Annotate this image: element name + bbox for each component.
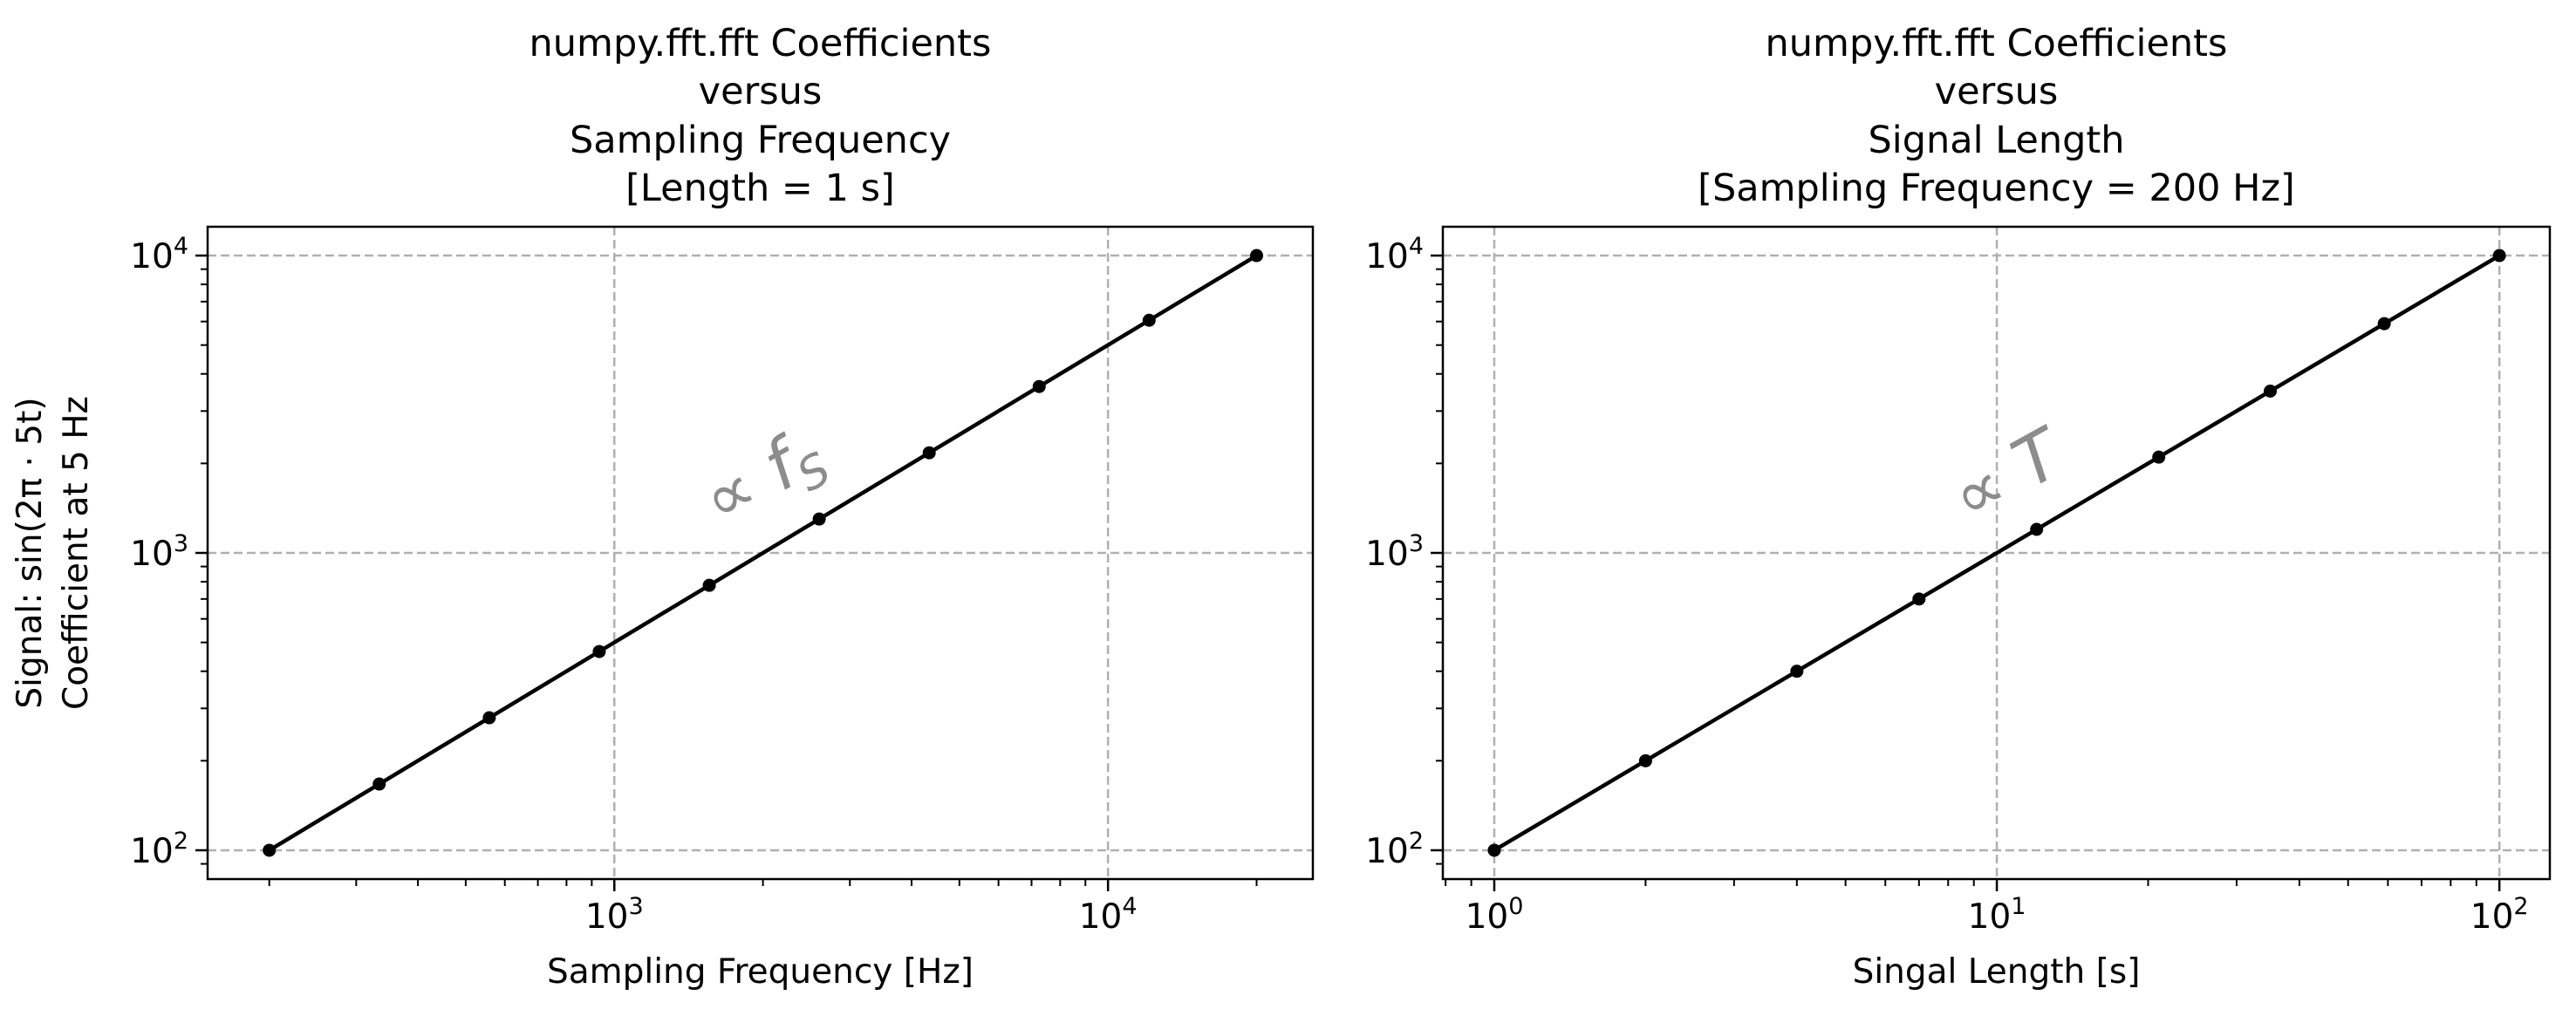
x-tick-label-base: 10 bbox=[1466, 897, 1509, 937]
y-tick-label-base: 10 bbox=[1365, 535, 1409, 574]
y-tick-label: 104 bbox=[130, 233, 188, 276]
y-tick-label-base: 10 bbox=[130, 237, 174, 276]
y-tick-label-base: 10 bbox=[130, 535, 174, 574]
data-point bbox=[1487, 843, 1501, 857]
y-axis-label-line: Signal: sin(2π · 5t) bbox=[10, 397, 50, 708]
y-tick-label: 102 bbox=[1365, 828, 1424, 871]
y-tick-label-base: 10 bbox=[1365, 237, 1409, 276]
y-tick-label-exponent: 4 bbox=[174, 233, 188, 260]
y-tick-label-exponent: 3 bbox=[1409, 530, 1424, 557]
y-tick-label-exponent: 4 bbox=[1409, 233, 1424, 260]
data-point bbox=[1912, 592, 1926, 606]
y-tick-label-base: 10 bbox=[1365, 832, 1409, 871]
chart-title-line: numpy.fft.fft Coefficients bbox=[530, 22, 992, 65]
x-tick-label: 102 bbox=[2470, 893, 2529, 937]
x-tick-label-exponent: 3 bbox=[628, 893, 643, 920]
x-tick-label: 100 bbox=[1466, 893, 1524, 937]
data-point bbox=[372, 777, 386, 791]
y-tick-label-exponent: 3 bbox=[174, 530, 188, 557]
data-point bbox=[2264, 384, 2278, 398]
axes-frame bbox=[206, 225, 1315, 881]
y-tick-label-base: 10 bbox=[130, 832, 174, 871]
x-tick-label: 103 bbox=[585, 893, 644, 937]
x-tick-label-base: 10 bbox=[2470, 897, 2514, 937]
chart-title-line: [Sampling Frequency = 200 Hz] bbox=[1698, 167, 2295, 210]
x-tick-label-exponent: 0 bbox=[1508, 893, 1523, 920]
chart-title-line: versus bbox=[699, 70, 823, 113]
chart-title-line: numpy.fft.fft Coefficients bbox=[1766, 22, 2228, 65]
data-point bbox=[2152, 450, 2166, 464]
data-point bbox=[1790, 665, 1804, 678]
x-tick-label-exponent: 1 bbox=[2011, 893, 2026, 920]
y-tick-label: 103 bbox=[1365, 530, 1424, 574]
data-point bbox=[1032, 379, 1046, 393]
data-point bbox=[482, 711, 496, 725]
data-point bbox=[1638, 753, 1652, 767]
x-tick-label-exponent: 4 bbox=[1122, 893, 1137, 920]
y-tick-label: 103 bbox=[130, 530, 188, 574]
x-tick-label-exponent: 2 bbox=[2513, 893, 2528, 920]
x-tick-label: 101 bbox=[1968, 893, 2026, 937]
axes-frame bbox=[1441, 225, 2552, 881]
x-tick-label-base: 10 bbox=[585, 897, 629, 937]
data-point bbox=[922, 446, 936, 460]
x-tick-label-base: 10 bbox=[1968, 897, 2012, 937]
y-tick-label-exponent: 2 bbox=[174, 828, 188, 855]
chart-title-line: Sampling Frequency bbox=[570, 119, 951, 162]
data-point bbox=[702, 578, 716, 592]
data-point bbox=[592, 644, 606, 658]
x-tick-label: 104 bbox=[1079, 893, 1138, 937]
chart-title-line: [Length = 1 s] bbox=[625, 167, 895, 210]
data-point bbox=[1142, 313, 1156, 327]
x-tick-label-base: 10 bbox=[1079, 897, 1123, 937]
data-point bbox=[1250, 249, 1264, 263]
x-axis-label: Sampling Frequency [Hz] bbox=[547, 952, 974, 992]
data-point bbox=[2030, 522, 2044, 536]
y-tick-label-exponent: 2 bbox=[1409, 828, 1424, 855]
data-point bbox=[2377, 317, 2391, 331]
y-axis-label-line: Coefficient at 5 Hz bbox=[57, 396, 96, 710]
data-point bbox=[812, 512, 826, 526]
data-point bbox=[2492, 249, 2506, 263]
y-tick-label: 102 bbox=[130, 828, 188, 871]
y-tick-label: 104 bbox=[1365, 233, 1424, 276]
x-axis-label: Singal Length [s] bbox=[1853, 952, 2141, 992]
chart-title-line: versus bbox=[1935, 70, 2059, 113]
chart-title-line: Signal Length bbox=[1868, 119, 2124, 162]
series-line bbox=[268, 254, 1258, 852]
data-point bbox=[263, 843, 277, 857]
